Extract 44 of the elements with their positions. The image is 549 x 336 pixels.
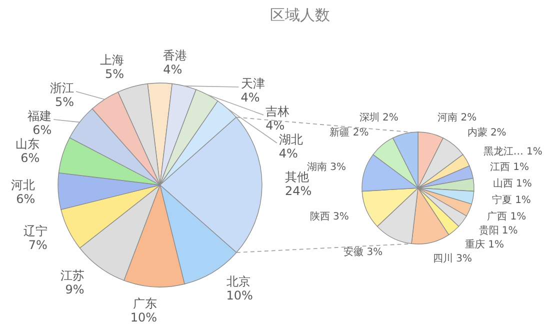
slice-label: 重庆 1%	[464, 238, 504, 251]
slice-label: 香港	[163, 48, 188, 62]
data-label: 4%	[163, 62, 182, 76]
data-label: 6%	[32, 122, 52, 137]
slice-label: 广西 1%	[487, 210, 526, 222]
data-label: 4%	[266, 118, 285, 132]
data-label: 10%	[130, 310, 157, 324]
slice-label: 陕西 3%	[310, 210, 349, 222]
slice-label: 深圳 2%	[359, 112, 398, 124]
slice-label: 安徽 3%	[344, 246, 383, 258]
slice-label: 江苏	[60, 268, 84, 282]
data-label: 10%	[226, 288, 253, 303]
slice-label: 四川 3%	[432, 252, 472, 265]
slice-label: 河北	[11, 178, 36, 192]
slice-label: 辽宁	[23, 224, 48, 238]
data-label: 5%	[105, 66, 124, 81]
data-label: 6%	[16, 192, 36, 206]
slice-label: 新疆 2%	[330, 126, 369, 139]
slice-label: 贵阳 1%	[478, 224, 518, 237]
slice-label: 内蒙 2%	[467, 126, 506, 139]
slice-label: 河南 2%	[438, 112, 477, 124]
data-label: 6%	[20, 150, 40, 165]
slice-label: 福建	[28, 108, 52, 123]
slice-label: 山东	[16, 136, 40, 151]
data-label: 9%	[65, 282, 84, 296]
slice-label: 其他	[285, 170, 309, 184]
slice-label: 山西 1%	[492, 178, 532, 190]
data-label: 4%	[240, 90, 260, 104]
data-label: 4%	[278, 146, 298, 160]
slice-label: 上海	[100, 52, 124, 67]
slice-label: 浙江	[50, 80, 74, 95]
slice-label: 宁夏 1%	[492, 194, 531, 206]
slice-label: 湖北	[278, 132, 303, 146]
slice-label: 湖南 3%	[306, 161, 346, 174]
data-label: 5%	[55, 94, 74, 109]
slice-label: 黑龙江… 1%	[483, 146, 542, 158]
slice-label: 天津	[240, 76, 265, 90]
slice-label: 广东	[133, 296, 157, 310]
slice-label: 江西 1%	[490, 161, 530, 174]
slice-label: 北京	[226, 274, 250, 289]
data-label: 24%	[285, 184, 312, 198]
chart-title: 区域人数	[270, 6, 330, 24]
data-label: 7%	[28, 238, 48, 252]
slice-label: 吉林	[266, 104, 290, 118]
